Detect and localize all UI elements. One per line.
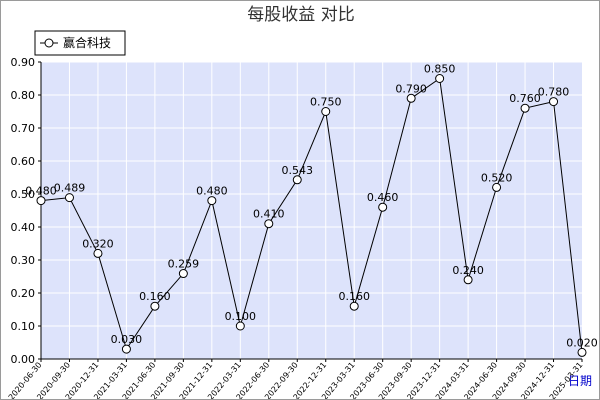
legend-marker-icon: [44, 38, 54, 48]
y-tick-label: 0.40: [11, 221, 36, 234]
series-polyline: [40, 77, 583, 353]
data-point-marker: [321, 107, 331, 116]
data-label: 0.543: [282, 164, 314, 177]
data-point-marker: [549, 97, 559, 107]
data-label: 0.030: [111, 333, 143, 346]
x-tick-labels: 2020-06-302020-09-302020-12-312021-03-31…: [7, 359, 585, 399]
data-point-marker: [235, 321, 245, 331]
data-point-marker: [150, 301, 160, 311]
data-point-marker: [93, 248, 103, 258]
data-point-marker: [406, 93, 416, 103]
data-point-marker: [64, 193, 74, 203]
y-tick-label: 0.50: [11, 188, 36, 201]
y-tick-label: 0.60: [11, 155, 36, 168]
y-tick-label: 0.90: [11, 56, 36, 69]
data-label: 0.410: [253, 208, 285, 221]
legend-label: 赢合科技: [63, 35, 111, 50]
data-point-marker: [492, 182, 502, 192]
data-label: 0.790: [395, 82, 427, 95]
series-markers: [36, 74, 587, 357]
data-point-marker: [577, 347, 587, 357]
data-label: 0.320: [82, 237, 114, 250]
axes: [40, 62, 582, 360]
y-tick-label: 0.70: [11, 122, 36, 135]
data-label: 0.850: [424, 63, 456, 76]
data-point-marker: [121, 344, 131, 354]
data-point-marker: [207, 196, 217, 206]
data-label: 0.750: [310, 96, 342, 109]
y-tick-label: 0.00: [11, 353, 36, 366]
data-label: 0.480: [196, 185, 228, 198]
data-label: 0.259: [168, 258, 200, 271]
data-point-marker: [520, 103, 530, 113]
y-tick-label: 0.20: [11, 287, 36, 300]
x-axis-label: 日期: [568, 374, 592, 388]
data-point-marker: [435, 74, 445, 83]
data-labels: 0.4800.4890.3200.0300.1600.2590.4800.100…: [25, 63, 598, 350]
data-label: 0.160: [338, 290, 370, 303]
data-point-marker: [36, 196, 46, 206]
y-tick-labels: 0.00 0.10 0.20 0.30 0.40 0.50 0.60 0.70 0.80 0.90: [11, 56, 41, 366]
data-point-marker: [264, 219, 274, 229]
data-label: 0.020: [566, 336, 598, 349]
data-label: 0.240: [452, 264, 484, 277]
y-tick-label: 0.10: [11, 320, 36, 333]
series-line: [40, 77, 583, 353]
data-point-marker: [292, 175, 302, 185]
data-label: 0.489: [54, 182, 86, 195]
horizontal-gridlines: [41, 61, 582, 327]
data-point-marker: [349, 301, 359, 311]
data-label: 0.460: [367, 191, 399, 204]
y-tick-label: 0.30: [11, 254, 36, 267]
data-label: 0.480: [25, 185, 57, 198]
data-point-marker: [378, 202, 388, 212]
data-label: 0.100: [225, 310, 257, 323]
data-point-marker: [178, 269, 188, 279]
chart-title: 每股收益 对比: [247, 5, 354, 25]
legend: 赢合科技: [34, 30, 126, 56]
data-label: 0.520: [481, 171, 513, 184]
data-label: 0.780: [538, 86, 570, 99]
y-tick-label: 0.80: [11, 89, 36, 102]
data-point-marker: [463, 275, 473, 285]
data-label: 0.160: [139, 290, 171, 303]
data-label: 0.760: [509, 92, 541, 105]
plot-area: [41, 62, 582, 359]
